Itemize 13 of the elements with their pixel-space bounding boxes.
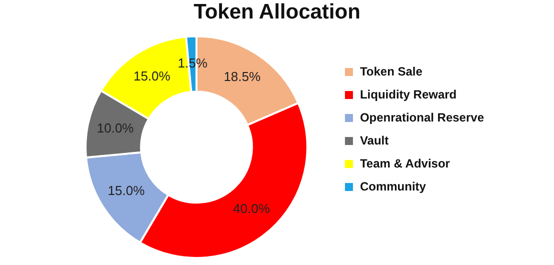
legend-label: Token Sale	[360, 64, 423, 78]
legend-label: Team & Advisor	[360, 156, 450, 170]
legend-label: Openrational Reserve	[360, 110, 484, 124]
data-label: 10.0%	[96, 120, 134, 136]
data-label: 15.0%	[133, 68, 171, 84]
legend-label: Vault	[360, 133, 389, 148]
data-label: 40.0%	[233, 201, 270, 216]
data-label: 18.5%	[224, 69, 262, 84]
legend-label: Community	[360, 179, 426, 194]
chart-title: Token Allocation	[194, 0, 360, 24]
legend-label: Liquidity Reward	[360, 87, 457, 102]
data-label: 15.0%	[108, 183, 146, 198]
data-label: 1.5%	[178, 56, 208, 71]
